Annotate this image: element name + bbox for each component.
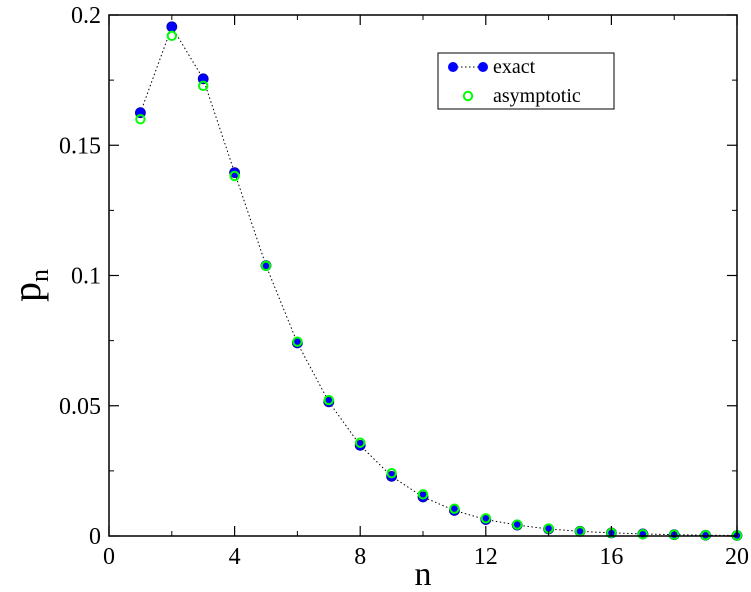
asymptotic-point — [449, 503, 460, 514]
asymptotic-point — [512, 519, 523, 530]
labels-layer: 0 4 8 12 16 20 0 0.05 0.1 0.15 0.2 — [59, 3, 749, 570]
asymptotic-point — [700, 530, 711, 541]
ticks-layer — [108, 14, 738, 537]
y-axis-label: pn — [4, 269, 54, 302]
asymptotic-point — [166, 30, 178, 42]
exact-point — [386, 470, 398, 482]
asymptotic-point — [355, 437, 366, 448]
y-axis-label-main: p — [4, 282, 49, 302]
x-tick-label: 8 — [354, 544, 366, 570]
y-tick-label: 0 — [89, 524, 101, 550]
x-tick-label: 16 — [599, 544, 623, 570]
y-tick-label: 0.2 — [71, 3, 101, 29]
legend: exact asymptotic — [437, 52, 615, 110]
legend-asymptotic-marker — [462, 90, 474, 102]
asymptotic-point — [669, 529, 680, 540]
x-tick-label: 12 — [474, 544, 498, 570]
asymptotic-point — [417, 489, 429, 500]
asymptotic-point — [198, 80, 209, 92]
y-tick-label: 0.15 — [59, 133, 101, 159]
legend-box — [437, 52, 615, 110]
asymptotic-point — [386, 468, 397, 479]
asymptotic-point — [637, 528, 648, 540]
exact-point — [354, 439, 366, 451]
y-tick-label: 0.05 — [59, 394, 101, 420]
asymptotic-point — [260, 260, 272, 272]
legend-exact-marker — [478, 62, 488, 72]
legend-asymptotic-label: asymptotic — [493, 85, 581, 107]
x-axis-label: n — [415, 556, 432, 592]
exact-point — [166, 21, 178, 33]
legend-exact-marker — [448, 62, 458, 72]
asymptotic-point — [229, 170, 240, 182]
y-tick-label: 0.1 — [71, 264, 101, 290]
plot-frame — [108, 14, 738, 537]
asymptotic-point — [480, 513, 491, 524]
x-tick-label: 0 — [103, 544, 115, 570]
legend-exact-label: exact — [493, 56, 536, 78]
x-tick-label: 20 — [725, 544, 749, 570]
asymptotic-point — [292, 336, 303, 347]
y-axis-label-subscript: n — [25, 269, 54, 282]
exact-point — [417, 491, 429, 503]
x-tick-label: 4 — [229, 544, 241, 570]
exact-line — [139, 25, 738, 536]
asymptotic-point — [135, 114, 146, 125]
asymptotic-point — [323, 394, 334, 406]
